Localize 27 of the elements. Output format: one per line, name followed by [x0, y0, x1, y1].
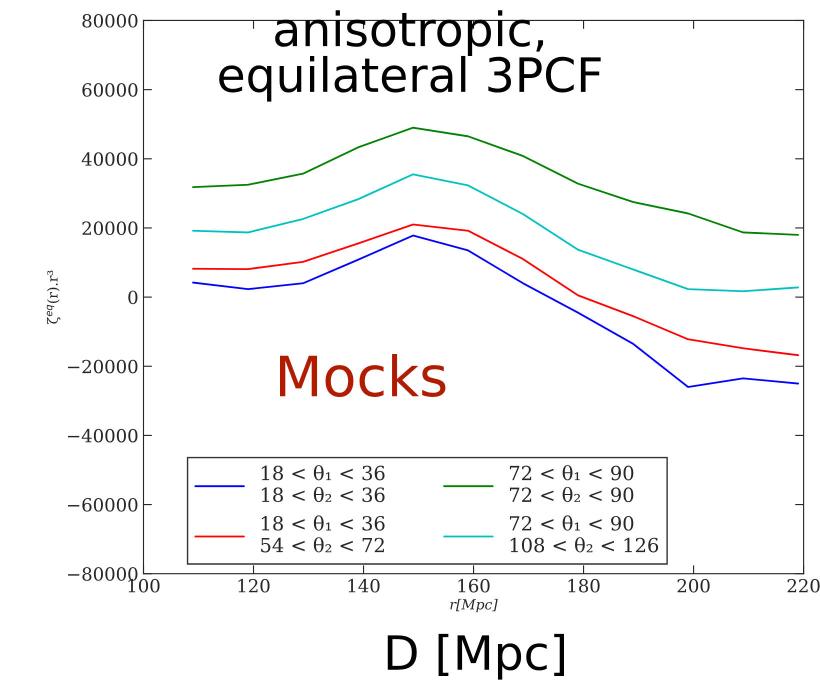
- annotation: anisotropic, equilateral 3PCF: [219, 10, 601, 102]
- text: D [Mpc]: [388, 634, 564, 680]
- y-tick-label: −60000: [68, 498, 138, 512]
- x-tick-label: 100: [128, 578, 160, 593]
- x-tick-label: 180: [568, 578, 600, 593]
- y-tick-label: 0: [128, 290, 138, 304]
- x-tick-label: 120: [238, 578, 270, 593]
- y-tick-label: 60000: [82, 83, 138, 97]
- y-tick-label: 80000: [82, 14, 138, 28]
- y-tick-label: −80000: [68, 567, 138, 581]
- y-tick-label: −40000: [68, 428, 138, 443]
- legend-label: 72 < θ₁ < 90 72 < θ₂ < 90: [510, 465, 634, 502]
- x-tick-label: 140: [348, 578, 380, 593]
- legend-label: 18 < θ₁ < 36 18 < θ₂ < 36: [262, 465, 385, 502]
- x-tick-label: 200: [678, 578, 710, 593]
- legend-label: 72 < θ₁ < 90 108 < θ₂ < 126: [510, 515, 658, 552]
- annotation: Mocks: [280, 354, 446, 397]
- x-tick-label: 220: [788, 578, 820, 593]
- y-tick-label: 40000: [82, 152, 138, 166]
- x-axis-title: r[Mpc]: [450, 598, 498, 612]
- line-series: [192, 126, 800, 236]
- y-tick-label: −20000: [68, 360, 138, 374]
- legend-label: 18 < θ₁ < 36 54 < θ₂ < 72: [261, 515, 385, 552]
- line-series: [192, 173, 800, 292]
- x-tick-label: 160: [458, 578, 490, 593]
- y-axis-title: ζ$^{eq}$(r).r³: [46, 270, 60, 324]
- y-tick-label: 20000: [82, 221, 138, 236]
